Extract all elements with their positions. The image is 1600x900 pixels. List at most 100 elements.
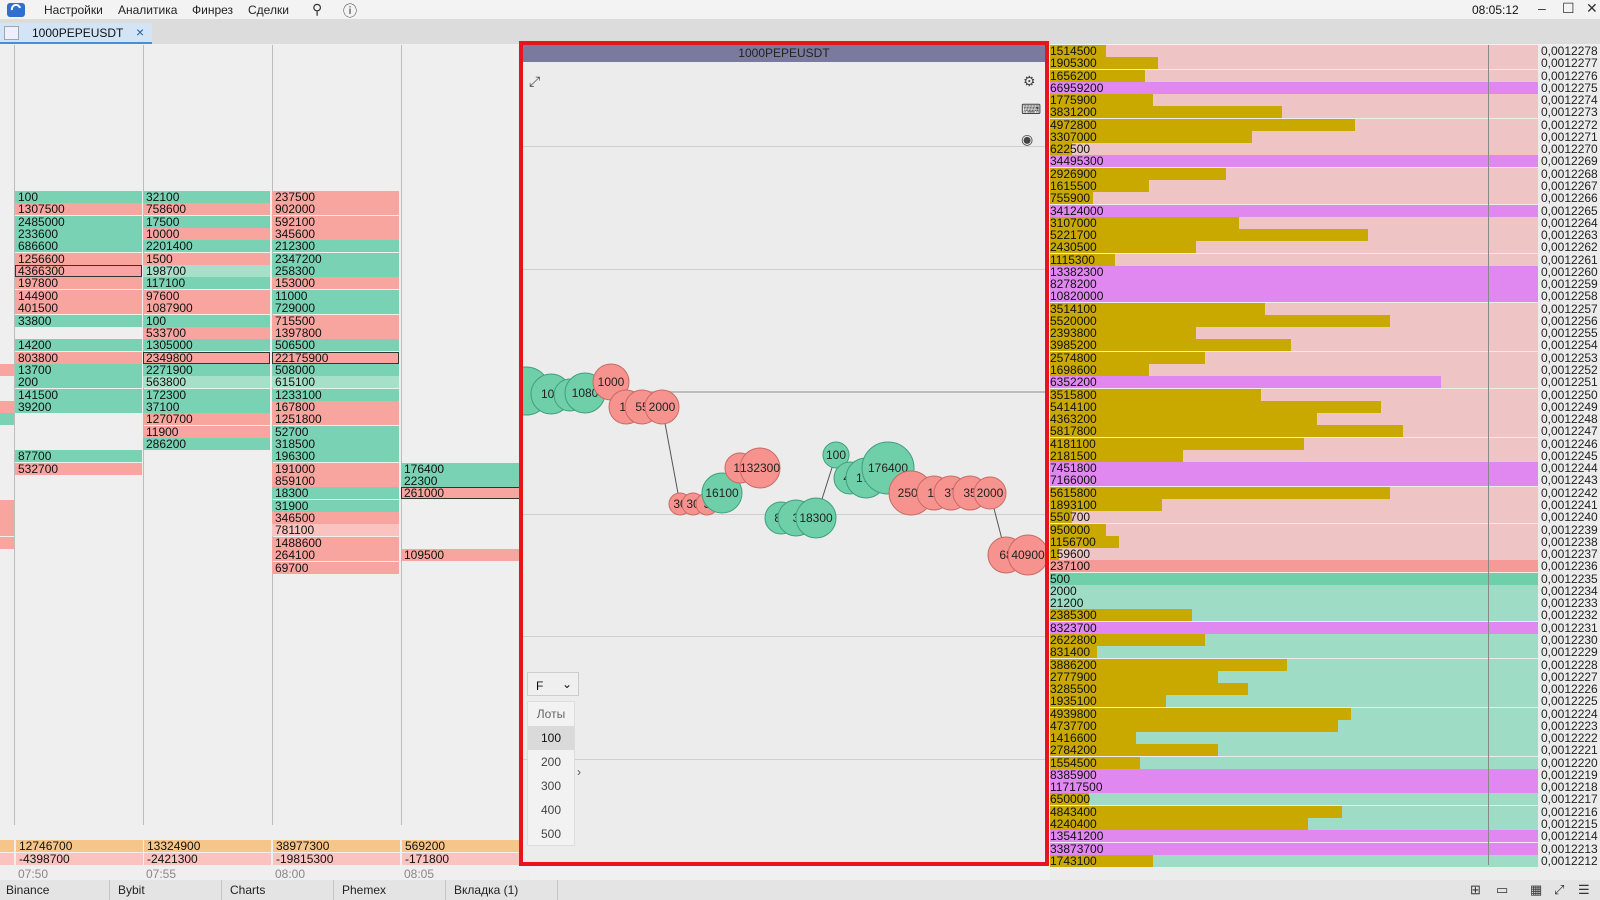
cluster-cell[interactable]: 4366300 bbox=[15, 265, 142, 278]
cluster-cell[interactable]: 52700 bbox=[272, 425, 399, 438]
cluster-cell[interactable]: 233600 bbox=[15, 228, 142, 241]
price-level[interactable]: 0,0012237 bbox=[1541, 547, 1598, 562]
ask-row[interactable]: 5414100 bbox=[1050, 400, 1538, 413]
price-level[interactable]: 0,0012250 bbox=[1541, 387, 1598, 402]
bottom-tab-phemex[interactable]: Phemex bbox=[336, 880, 446, 900]
ask-row[interactable]: 622500 bbox=[1050, 143, 1538, 156]
price-level[interactable]: 0,0012276 bbox=[1541, 68, 1598, 83]
price-level[interactable]: 0,0012221 bbox=[1541, 743, 1598, 758]
bid-row[interactable]: 4939800 bbox=[1050, 707, 1538, 720]
ask-row[interactable]: 10820000 bbox=[1050, 290, 1538, 303]
cluster-cell[interactable]: 264100 bbox=[272, 549, 399, 562]
trade-bubble[interactable] bbox=[973, 476, 1007, 510]
add-window-icon[interactable]: ⊞ bbox=[1470, 882, 1481, 897]
price-level[interactable]: 0,0012263 bbox=[1541, 228, 1598, 243]
price-level[interactable]: 0,0012270 bbox=[1541, 142, 1598, 157]
ask-row[interactable]: 66959200 bbox=[1050, 81, 1538, 94]
price-level[interactable]: 0,0012271 bbox=[1541, 129, 1598, 144]
cluster-cell[interactable]: 2349800 bbox=[143, 351, 270, 364]
cluster-cell[interactable]: 1307500 bbox=[15, 203, 142, 216]
ask-row[interactable]: 5520000 bbox=[1050, 314, 1538, 327]
ask-row[interactable]: 1893100 bbox=[1050, 498, 1538, 511]
cluster-cell[interactable]: 109500 bbox=[401, 549, 528, 562]
cluster-cell[interactable]: 781100 bbox=[272, 524, 399, 537]
ask-row[interactable]: 2430500 bbox=[1050, 241, 1538, 254]
menu-settings[interactable]: Настройки bbox=[44, 3, 103, 17]
cluster-cell[interactable]: 11900 bbox=[143, 425, 270, 438]
cluster-cell[interactable]: 197800 bbox=[15, 277, 142, 290]
bid-row[interactable]: 2622800 bbox=[1050, 633, 1538, 646]
price-level[interactable]: 0,0012216 bbox=[1541, 804, 1598, 819]
maximize-icon[interactable]: ☐ bbox=[1562, 0, 1575, 16]
price-level[interactable]: 0,0012231 bbox=[1541, 620, 1598, 635]
cluster-cell[interactable]: 563800 bbox=[143, 376, 270, 389]
ask-row[interactable]: 550700 bbox=[1050, 511, 1538, 524]
ask-row[interactable]: 4363200 bbox=[1050, 413, 1538, 426]
ask-row[interactable]: 3831200 bbox=[1050, 106, 1538, 119]
bid-row[interactable]: 1416600 bbox=[1050, 732, 1538, 745]
trade-bubble[interactable] bbox=[1007, 534, 1045, 576]
cluster-cell[interactable]: 508000 bbox=[272, 363, 399, 376]
cluster-cell[interactable]: 345600 bbox=[272, 228, 399, 241]
price-level[interactable]: 0,0012241 bbox=[1541, 497, 1598, 512]
lots-option[interactable]: 300 bbox=[540, 779, 562, 793]
price-level[interactable]: 0,0012236 bbox=[1541, 559, 1598, 574]
price-level[interactable]: 0,0012228 bbox=[1541, 657, 1598, 672]
cluster-cell[interactable]: 1251800 bbox=[272, 413, 399, 426]
cluster-cell[interactable]: 533700 bbox=[143, 326, 270, 339]
cluster-cell[interactable]: 803800 bbox=[15, 351, 142, 364]
ask-row[interactable]: 7166000 bbox=[1050, 474, 1538, 487]
cluster-cell[interactable]: 758600 bbox=[143, 203, 270, 216]
price-level[interactable]: 0,0012245 bbox=[1541, 448, 1598, 463]
cluster-cell[interactable]: 729000 bbox=[272, 302, 399, 315]
ask-row[interactable]: 1115300 bbox=[1050, 253, 1538, 266]
keyboard-icon[interactable]: ⌨ bbox=[1021, 101, 1042, 117]
price-level[interactable]: 0,0012267 bbox=[1541, 178, 1598, 193]
cluster-cell[interactable]: 153000 bbox=[272, 277, 399, 290]
app-logo-icon[interactable] bbox=[6, 2, 26, 18]
ask-row[interactable]: 237100 bbox=[1050, 560, 1538, 573]
ask-row[interactable]: 159600 bbox=[1050, 548, 1538, 561]
price-level[interactable]: 0,0012220 bbox=[1541, 755, 1598, 770]
ask-row[interactable]: 34124000 bbox=[1050, 204, 1538, 217]
price-level[interactable]: 0,0012239 bbox=[1541, 522, 1598, 537]
trade-bubble[interactable] bbox=[822, 441, 850, 469]
price-level[interactable]: 0,0012254 bbox=[1541, 338, 1598, 353]
cluster-cell[interactable]: 902000 bbox=[272, 203, 399, 216]
price-level[interactable]: 0,0012266 bbox=[1541, 191, 1598, 206]
ask-row[interactable]: 3514100 bbox=[1050, 302, 1538, 315]
ask-row[interactable]: 1775900 bbox=[1050, 94, 1538, 107]
price-level[interactable]: 0,0012249 bbox=[1541, 399, 1598, 414]
cluster-cell[interactable]: 1488600 bbox=[272, 536, 399, 549]
bid-row[interactable]: 2784200 bbox=[1050, 744, 1538, 757]
trade-bubble[interactable] bbox=[739, 447, 781, 489]
price-level[interactable]: 0,0012259 bbox=[1541, 277, 1598, 292]
cluster-cell[interactable]: 191000 bbox=[272, 462, 399, 475]
ask-row[interactable]: 2181500 bbox=[1050, 449, 1538, 462]
cluster-cell[interactable]: 2347200 bbox=[272, 252, 399, 265]
price-level[interactable]: 0,0012261 bbox=[1541, 252, 1598, 267]
ask-row[interactable]: 34495300 bbox=[1050, 155, 1538, 168]
ask-row[interactable]: 1905300 bbox=[1050, 57, 1538, 70]
price-level[interactable]: 0,0012232 bbox=[1541, 608, 1598, 623]
cluster-cell[interactable]: 198700 bbox=[143, 265, 270, 278]
cluster-cell[interactable]: 212300 bbox=[272, 240, 399, 253]
chart-type-icon[interactable]: ⤢ bbox=[529, 73, 541, 89]
price-level[interactable]: 0,0012257 bbox=[1541, 301, 1598, 316]
bottom-tab-charts[interactable]: Charts bbox=[224, 880, 334, 900]
ask-row[interactable]: 1514500 bbox=[1050, 45, 1538, 57]
ask-row[interactable]: 1156700 bbox=[1050, 535, 1538, 548]
cluster-cell[interactable]: 100 bbox=[143, 314, 270, 327]
bottom-tab-binance[interactable]: Binance bbox=[0, 880, 110, 900]
ask-row[interactable]: 755900 bbox=[1050, 192, 1538, 205]
price-level[interactable]: 0,0012223 bbox=[1541, 718, 1598, 733]
bid-row[interactable]: 2000 bbox=[1050, 584, 1538, 597]
menu-deals[interactable]: Сделки bbox=[248, 3, 289, 17]
cluster-cell[interactable]: 2485000 bbox=[15, 215, 142, 228]
cluster-cell[interactable]: 715500 bbox=[272, 314, 399, 327]
price-level[interactable]: 0,0012274 bbox=[1541, 93, 1598, 108]
price-level[interactable]: 0,0012219 bbox=[1541, 767, 1598, 782]
price-level[interactable]: 0,0012264 bbox=[1541, 215, 1598, 230]
price-level[interactable]: 0,0012224 bbox=[1541, 706, 1598, 721]
price-level[interactable]: 0,0012233 bbox=[1541, 596, 1598, 611]
